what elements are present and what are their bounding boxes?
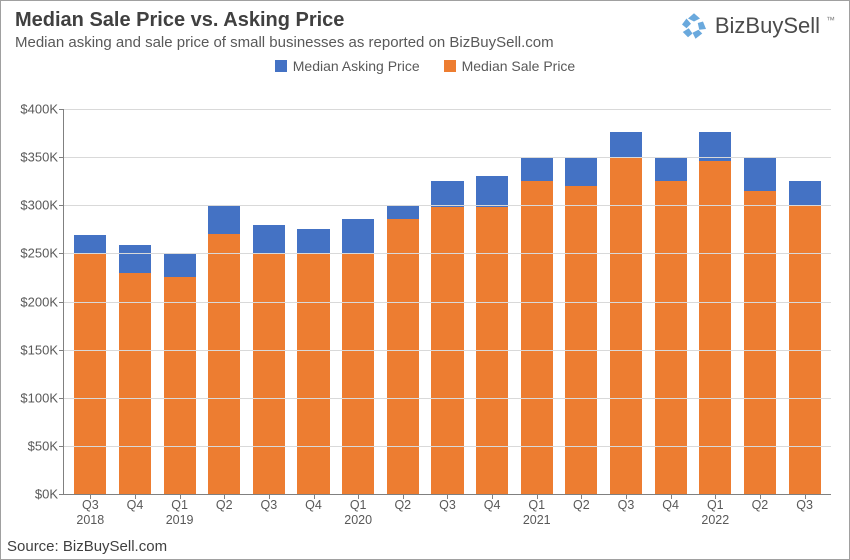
bar-segment-asking	[297, 229, 329, 253]
bar	[164, 254, 196, 494]
x-tick-label: Q2	[202, 494, 247, 528]
bar-segment-asking	[476, 176, 508, 207]
bar-segment-asking	[119, 245, 151, 273]
trademark: ™	[826, 15, 835, 25]
x-tick-label: Q3	[425, 494, 470, 528]
bar-segment-sale	[387, 219, 419, 494]
bar-segment-asking	[789, 181, 821, 205]
x-tick-label: Q3	[604, 494, 649, 528]
y-tick-label: $150K	[20, 342, 64, 357]
x-tick-label: Q2	[380, 494, 425, 528]
x-tick-label: Q12022	[693, 494, 738, 528]
bar	[74, 235, 106, 494]
x-tick-label: Q12019	[157, 494, 202, 528]
bar-segment-sale	[74, 254, 106, 494]
bar	[119, 245, 151, 494]
bar-segment-sale	[610, 157, 642, 494]
bar-segment-asking	[74, 235, 106, 254]
bar-segment-sale	[342, 253, 374, 494]
bar-segment-asking	[744, 157, 776, 191]
bar	[610, 132, 642, 494]
bar-segment-sale	[208, 234, 240, 494]
x-tick-label: Q3	[247, 494, 292, 528]
bar-segment-sale	[655, 181, 687, 494]
bar-segment-sale	[699, 161, 731, 494]
x-tick-label: Q4	[291, 494, 336, 528]
x-tick-label: Q12021	[514, 494, 559, 528]
bar-segment-sale	[119, 273, 151, 494]
x-tick-label: Q2	[559, 494, 604, 528]
bar-segment-asking	[253, 225, 285, 253]
x-tick-label: Q12020	[336, 494, 381, 528]
legend-label-asking: Median Asking Price	[293, 58, 420, 74]
x-tick-label: Q2	[738, 494, 783, 528]
bar-segment-sale	[253, 253, 285, 494]
bar-segment-asking	[565, 157, 597, 186]
bar	[342, 219, 374, 494]
bar-segment-asking	[208, 206, 240, 234]
y-tick-label: $50K	[28, 438, 64, 453]
bar	[744, 157, 776, 494]
bar	[699, 132, 731, 494]
bar	[521, 157, 553, 494]
y-tick-label: $0K	[35, 487, 64, 502]
legend-item-asking: Median Asking Price	[275, 58, 420, 74]
chart-area: Q32018Q4 Q12019Q2 Q3 Q4 Q12020Q2 Q3 Q4 Q…	[63, 109, 831, 495]
x-tick-label: Q4	[470, 494, 515, 528]
bar-segment-asking	[610, 132, 642, 157]
bar	[565, 157, 597, 494]
bar	[431, 181, 463, 494]
bar-segment-sale	[164, 277, 196, 494]
bar-segment-asking	[521, 157, 553, 181]
y-tick-label: $300K	[20, 198, 64, 213]
bar-segment-sale	[521, 181, 553, 494]
x-tick-label: Q4	[648, 494, 693, 528]
logo-icon	[679, 11, 709, 41]
y-tick-label: $100K	[20, 390, 64, 405]
x-axis-labels: Q32018Q4 Q12019Q2 Q3 Q4 Q12020Q2 Q3 Q4 Q…	[64, 494, 831, 528]
legend-label-sale: Median Sale Price	[462, 58, 576, 74]
legend-swatch-asking	[275, 60, 287, 72]
y-tick-label: $200K	[20, 294, 64, 309]
y-tick-label: $250K	[20, 246, 64, 261]
bar	[253, 225, 285, 494]
bar-segment-asking	[164, 254, 196, 277]
bar-segment-sale	[565, 186, 597, 494]
bar-segment-asking	[342, 219, 374, 254]
legend-swatch-sale	[444, 60, 456, 72]
bar-segment-sale	[297, 253, 329, 494]
plot-region: Q32018Q4 Q12019Q2 Q3 Q4 Q12020Q2 Q3 Q4 Q…	[63, 109, 831, 495]
bar-segment-asking	[387, 205, 419, 218]
y-tick-label: $350K	[20, 150, 64, 165]
bar	[655, 157, 687, 494]
bar-segment-asking	[431, 181, 463, 207]
x-tick-label: Q4	[113, 494, 158, 528]
chart-container: Median Sale Price vs. Asking Price Media…	[0, 0, 850, 560]
bar-segment-asking	[655, 157, 687, 181]
bar-segment-sale	[744, 191, 776, 494]
x-tick-label: Q32018	[68, 494, 113, 528]
brand-logo: BizBuySell ™	[679, 11, 835, 41]
brand-name: BizBuySell	[715, 13, 820, 39]
y-tick-label: $400K	[20, 102, 64, 117]
legend: Median Asking Price Median Sale Price	[1, 58, 849, 74]
bar	[297, 229, 329, 494]
source-attribution: Source: BizBuySell.com	[7, 538, 167, 555]
bar	[789, 181, 821, 494]
header: Median Sale Price vs. Asking Price Media…	[1, 1, 849, 52]
x-tick-label: Q3	[782, 494, 827, 528]
legend-item-sale: Median Sale Price	[444, 58, 576, 74]
